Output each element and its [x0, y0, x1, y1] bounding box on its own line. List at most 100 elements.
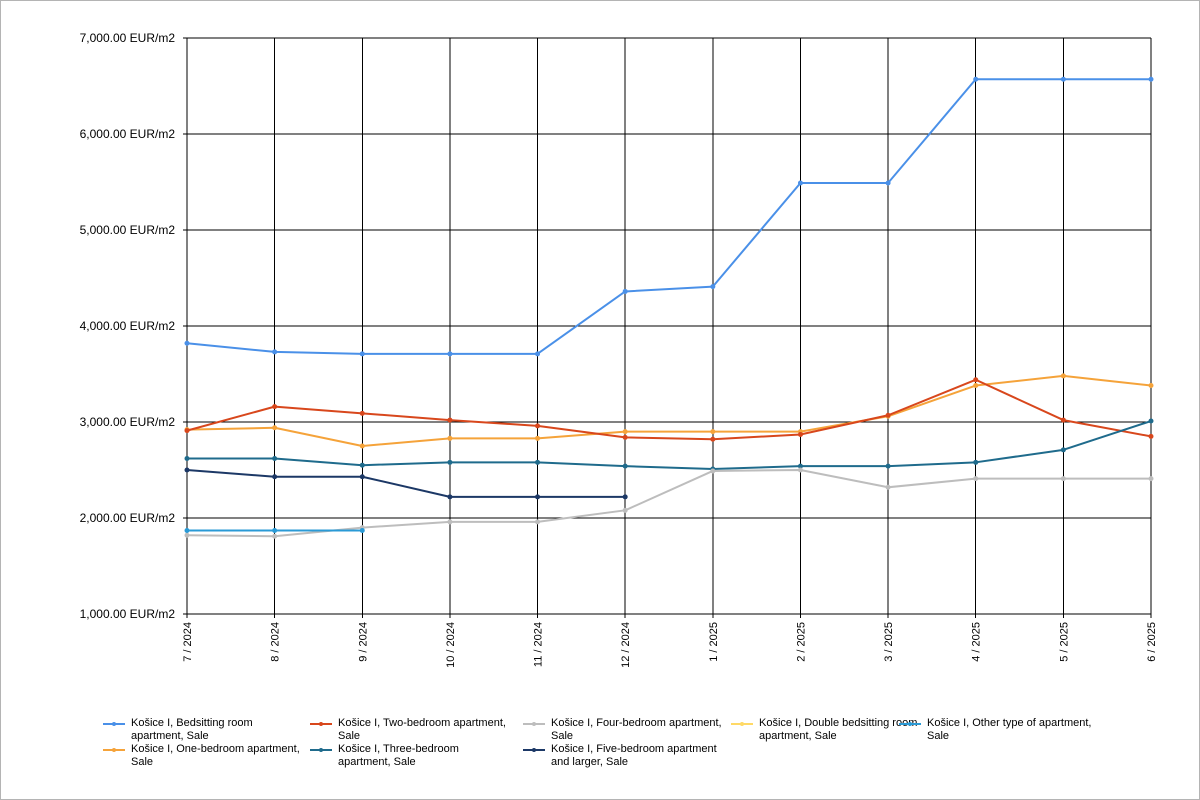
legend-swatch [523, 743, 545, 756]
data-point [184, 467, 190, 473]
x-tick-label: 1 / 2025 [708, 622, 720, 662]
legend-label: Košice I, Double bedsitting room apartme… [759, 717, 918, 742]
series-line [186, 78, 1151, 355]
series-line [186, 469, 1151, 538]
series-line [186, 374, 1152, 447]
legend-item-four-bedroom: Košice I, Four-bedroom apartment, Sale [523, 717, 723, 743]
x-axis-ticks: 7 / 2024 8 / 2024 9 / 2024 10 / 2024 11 / 20… [182, 622, 1158, 668]
legend-swatch [523, 717, 545, 730]
data-point [272, 533, 278, 539]
data-point [359, 351, 365, 357]
x-tick-label: 5 / 2025 [1058, 622, 1070, 662]
legend-label: Košice I, Four-bedroom apartment, Sale [551, 717, 722, 742]
data-point [359, 474, 365, 480]
x-tick-label: 8 / 2024 [270, 622, 282, 662]
data-point [1148, 418, 1154, 424]
data-point [184, 527, 190, 533]
data-point [885, 412, 891, 418]
data-point [622, 288, 628, 294]
data-point [272, 474, 278, 480]
series-line [187, 420, 1152, 471]
data-point [184, 455, 190, 461]
x-tick-label: 9 / 2024 [357, 622, 369, 662]
data-point [973, 476, 979, 482]
series-ko-ice-i-other-type-of-apartment-sale [184, 527, 365, 533]
data-point [184, 532, 190, 538]
data-point [1060, 476, 1066, 482]
y-tick-label: 7,000.00 EUR/m2 [80, 31, 176, 45]
x-tick-label: 11 / 2024 [533, 622, 545, 667]
series-ko-ice-i-three-bedroom-apartment-sale [184, 418, 1154, 472]
data-point [973, 377, 979, 383]
data-point [447, 417, 453, 423]
data-point [797, 463, 803, 469]
x-tick-label: 3 / 2025 [883, 622, 895, 662]
x-tick-label: 7 / 2024 [182, 622, 194, 662]
y-axis-ticks: 1,000.00 EUR/m2 2,000.00 EUR/m2 3,000.00 E… [80, 31, 176, 621]
series-line [186, 378, 1152, 441]
data-point [447, 459, 453, 465]
series-line [186, 469, 626, 498]
legend: Košice I, Bedsitting room apartment, Sal… [103, 717, 1163, 777]
series-ko-ice-i-two-bedroom-apartment-sale [184, 377, 1154, 442]
data-point [885, 463, 891, 469]
data-point [272, 455, 278, 461]
data-point [1060, 417, 1066, 423]
data-point [973, 459, 979, 465]
legend-label: Košice I, Three-bedroom apartment, Sale [338, 743, 459, 768]
y-tick-label: 2,000.00 EUR/m2 [80, 511, 176, 525]
y-tick-label: 4,000.00 EUR/m2 [80, 319, 176, 333]
data-point [535, 519, 541, 525]
data-point [1148, 76, 1154, 82]
data-point [1148, 433, 1154, 439]
y-tick-label: 5,000.00 EUR/m2 [80, 223, 176, 237]
data-point [447, 494, 453, 500]
data-point [184, 428, 190, 434]
data-point [1060, 373, 1066, 379]
data-point [1148, 476, 1154, 482]
legend-item-bedsitting: Košice I, Bedsitting room apartment, Sal… [103, 717, 303, 743]
legend-item-three-bedroom: Košice I, Three-bedroom apartment, Sale [310, 743, 510, 769]
data-point [359, 443, 365, 449]
legend-label: Košice I, Two-bedroom apartment, Sale [338, 717, 506, 742]
x-tick-label: 6 / 2025 [1146, 622, 1158, 662]
y-tick-label: 1,000.00 EUR/m2 [80, 607, 176, 621]
data-point [622, 507, 628, 513]
legend-item-five-bedroom: Košice I, Five-bedroom apartment and lar… [523, 743, 723, 769]
series-ko-ice-i-bedsitting-room-apartment-sale [184, 76, 1154, 357]
legend-swatch [731, 717, 753, 730]
data-point [359, 527, 365, 533]
data-point [973, 383, 979, 389]
y-tick-label: 6,000.00 EUR/m2 [80, 127, 176, 141]
legend-item-other-type: Košice I, Other type of apartment, Sale [899, 717, 1099, 743]
series-ko-ice-i-four-bedroom-apartment-sale [184, 467, 1154, 539]
data-point [797, 180, 803, 186]
x-tick-label: 12 / 2024 [620, 622, 632, 668]
data-point [272, 527, 278, 533]
data-point [1060, 76, 1066, 82]
data-point [447, 519, 453, 525]
data-point [885, 484, 891, 490]
y-tick-label: 3,000.00 EUR/m2 [80, 415, 176, 429]
series-group [184, 76, 1154, 539]
series-ko-ice-i-one-bedroom-apartment-sale [184, 373, 1154, 449]
data-point [272, 404, 278, 410]
data-point [359, 462, 365, 468]
data-point [622, 463, 628, 469]
legend-label: Košice I, Five-bedroom apartment and lar… [551, 743, 717, 768]
data-point [272, 425, 278, 431]
data-point [359, 410, 365, 416]
legend-swatch [310, 743, 332, 756]
data-point [797, 467, 803, 473]
data-point [622, 429, 628, 435]
data-point [622, 434, 628, 440]
data-point [184, 340, 190, 346]
legend-label: Košice I, Other type of apartment, Sale [927, 717, 1092, 742]
x-tick-label: 2 / 2025 [795, 622, 807, 662]
legend-swatch [899, 717, 921, 730]
series-ko-ice-i-five-bedroom-apartment-and-larger-sale [184, 467, 628, 500]
data-point [535, 423, 541, 429]
legend-label: Košice I, Bedsitting room apartment, Sal… [131, 717, 253, 742]
